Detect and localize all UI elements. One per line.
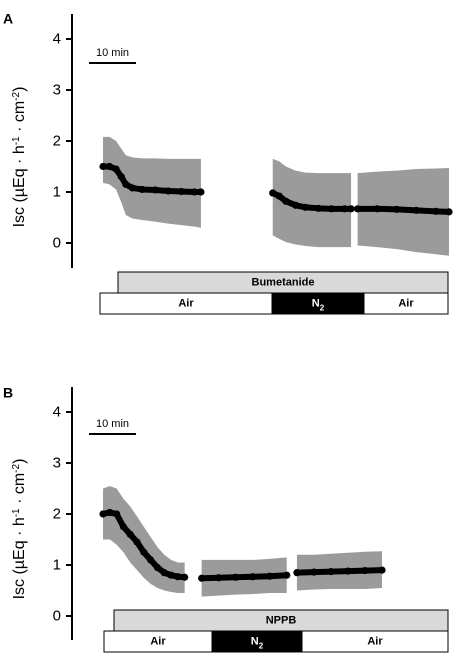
- data-point: [232, 573, 240, 581]
- data-point: [291, 201, 300, 209]
- data-point: [151, 186, 159, 194]
- chart-panel-a: A 0 1 2 3 4 Isc (µEq · h-1 · cm-2) 10 min Bumeta…: [3, 10, 453, 315]
- data-point: [445, 208, 453, 216]
- y-axis-label: Isc (µEq · h-1 · cm-2): [11, 459, 29, 600]
- data-point: [126, 530, 134, 539]
- data-point: [147, 556, 155, 564]
- data-point: [269, 189, 277, 197]
- data-point: [301, 203, 309, 211]
- treatment-label: Bumetanide: [252, 277, 315, 289]
- condition-label: Air: [398, 298, 414, 310]
- data-point: [373, 205, 381, 213]
- time-scale-label: 10 min: [96, 47, 129, 59]
- data-point: [361, 567, 369, 575]
- data-point: [117, 173, 125, 181]
- data-point: [378, 566, 386, 574]
- condition-label: N2: [251, 636, 264, 651]
- data-point: [160, 569, 168, 577]
- y-tick-label: 3: [53, 82, 61, 99]
- data-point: [327, 205, 336, 213]
- data-point: [344, 567, 352, 575]
- data-point: [354, 205, 362, 213]
- sd-band-2: [272, 158, 352, 248]
- data-point: [133, 538, 141, 546]
- data-point: [167, 571, 175, 579]
- sd-band-1: [103, 485, 185, 594]
- data-point: [140, 548, 148, 556]
- data-point: [164, 187, 172, 195]
- condition-label: Air: [367, 636, 383, 648]
- y-tick-label: 1: [53, 557, 61, 574]
- y-tick-label: 3: [53, 455, 61, 472]
- data-point: [190, 188, 198, 196]
- data-point: [99, 510, 107, 518]
- data-point: [266, 572, 274, 580]
- data-point: [314, 204, 323, 212]
- data-point: [198, 574, 206, 582]
- mean-trace-2: [198, 572, 290, 582]
- data-point: [177, 187, 185, 196]
- data-point: [275, 192, 283, 200]
- data-point: [113, 510, 121, 518]
- condition-segment: [301, 630, 449, 653]
- panel-letter: B: [3, 384, 13, 400]
- mean-trace-3: [293, 567, 385, 576]
- y-tick-label: 1: [53, 184, 61, 201]
- data-point: [119, 523, 128, 531]
- data-point: [432, 207, 440, 215]
- y-tick-label: 0: [53, 608, 61, 625]
- condition-segment: [363, 292, 449, 315]
- data-point: [327, 568, 335, 576]
- time-scale-label: 10 min: [96, 418, 129, 430]
- data-point: [393, 205, 401, 213]
- data-point: [128, 184, 136, 192]
- data-point: [106, 508, 114, 517]
- data-point: [340, 205, 349, 213]
- y-tick-label: 4: [53, 31, 61, 48]
- y-tick-label: 4: [53, 404, 61, 421]
- data-point: [215, 574, 223, 582]
- data-point: [138, 185, 146, 194]
- data-point: [122, 180, 130, 188]
- condition-label: N2: [312, 298, 325, 313]
- data-point: [347, 205, 355, 213]
- data-point: [174, 573, 182, 581]
- data-point: [197, 188, 205, 196]
- condition-label: Air: [150, 636, 166, 648]
- panel-letter: A: [3, 10, 13, 26]
- chart-panel-b: B 0 1 2 3 4 Isc (µEq · h-1 · cm-2) 10 min NPPB Ai…: [3, 384, 449, 653]
- data-point: [99, 162, 107, 171]
- y-axis-label: Isc (µEq · h-1 · cm-2): [11, 87, 29, 228]
- condition-label: Air: [178, 298, 194, 310]
- data-point: [282, 197, 290, 205]
- y-tick-label: 2: [53, 133, 61, 150]
- y-tick-label: 0: [53, 235, 61, 252]
- data-point: [249, 573, 257, 581]
- data-point: [153, 563, 162, 572]
- y-tick-label: 2: [53, 506, 61, 523]
- data-point: [105, 162, 114, 171]
- data-point: [412, 206, 420, 214]
- data-point: [293, 569, 301, 577]
- sd-band-1: [103, 136, 201, 228]
- treatment-label: NPPB: [266, 615, 297, 627]
- data-point: [283, 571, 291, 579]
- data-point: [310, 568, 318, 576]
- data-point: [112, 165, 120, 173]
- data-point: [181, 573, 189, 581]
